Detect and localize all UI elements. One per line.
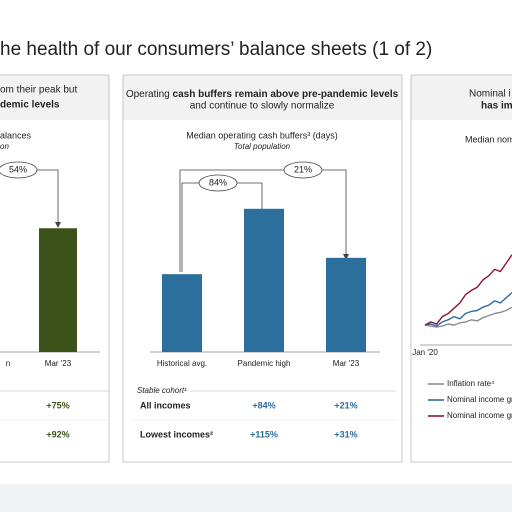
arrowhead	[55, 222, 61, 228]
panel-header: demic levels	[0, 100, 60, 111]
x-tick-label: Mar '23	[333, 359, 360, 368]
bubble	[283, 161, 323, 179]
panel-header-bg	[0, 75, 109, 120]
panel-left: om their peak but demic levels alances o…	[0, 74, 110, 463]
table-cell: +31%	[334, 429, 357, 439]
series-line	[424, 291, 512, 327]
legend-label: Nominal income gr	[447, 395, 512, 404]
connector	[179, 169, 347, 272]
annotation: 54%	[9, 164, 27, 174]
x-tick-label: Historical avg.	[157, 359, 207, 368]
panel-header: Nominal i	[469, 89, 511, 100]
x-tick-label: Jan '20	[412, 348, 438, 357]
legend-label: Inflation rate⁴	[447, 379, 495, 388]
table-cell: +75%	[46, 400, 69, 410]
bubble	[0, 161, 38, 179]
x-tick-label: n	[6, 359, 10, 368]
bubble	[198, 174, 238, 192]
slide-title: he health of our consumers’ balance shee…	[0, 39, 432, 60]
chart-subtitle: on	[0, 142, 9, 151]
panel-header: and continue to slowly normalize	[190, 101, 335, 112]
bar	[326, 257, 366, 352]
panel-border	[410, 74, 512, 463]
panel-header-bg	[123, 75, 402, 120]
x-tick-label: Pandemic high	[238, 359, 291, 368]
connector	[0, 169, 59, 226]
legend-label: Nominal income gr	[447, 411, 512, 420]
panel-header: has imp	[481, 101, 512, 112]
chart-title: Median operating cash buffers³ (days)	[186, 130, 337, 140]
footer-band	[0, 484, 512, 512]
table-cell: +92%	[46, 429, 69, 439]
chart-title: Median nom	[465, 134, 512, 144]
bar	[162, 274, 202, 352]
row-label: Lowest incomes²	[140, 429, 213, 439]
bar	[39, 228, 77, 352]
annotation: 21%	[294, 164, 312, 174]
panel-middle: Operating cash buffers remain above pre-…	[122, 74, 403, 463]
table-cell: +21%	[334, 400, 357, 410]
panel-right: Nominal i has imp Median nom	[410, 74, 512, 463]
chart-subtitle: Total population	[234, 142, 291, 151]
series-line	[424, 254, 512, 326]
table-cell: +84%	[252, 400, 275, 410]
row-label: All incomes	[140, 400, 191, 410]
annotation: 84%	[209, 177, 227, 187]
table-caption: Stable cohort¹	[137, 386, 187, 395]
chart-title: alances	[0, 130, 32, 140]
x-tick-label: Mar '23	[45, 359, 72, 368]
bar	[244, 208, 284, 352]
arrowhead	[343, 254, 349, 260]
panel-border	[0, 74, 110, 463]
series-line	[424, 306, 512, 328]
panel-header: Operating cash buffers remain above pre-…	[126, 89, 399, 100]
table-cell: +115%	[250, 429, 278, 439]
panel-border	[122, 74, 403, 463]
panel-header: om their peak but	[0, 85, 77, 96]
panel-header-bg	[411, 75, 512, 120]
